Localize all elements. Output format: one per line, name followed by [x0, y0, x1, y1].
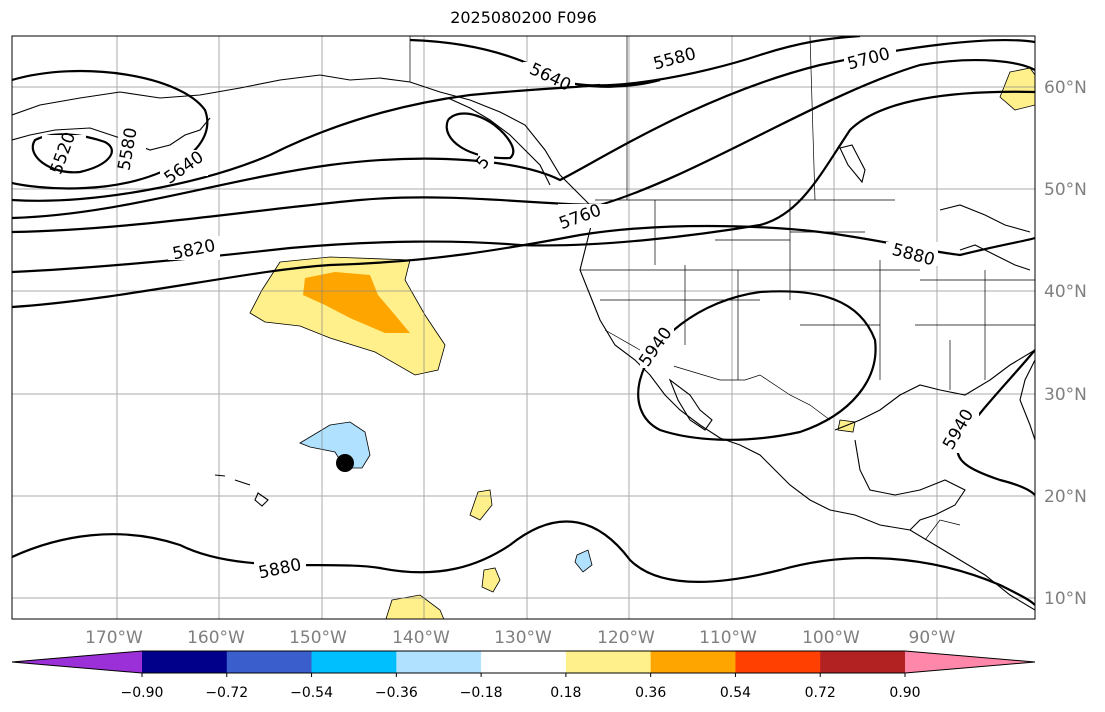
contour-5580-west	[12, 70, 209, 190]
lat-label: 50°N	[1044, 180, 1087, 200]
latitude-labels: 60°N 50°N 40°N 30°N 20°N 10°N	[1044, 78, 1087, 609]
colorbar-tick-label: −0.18	[460, 685, 503, 701]
colorbar-swatch	[396, 651, 482, 673]
colorbar-tick-label: −0.54	[290, 685, 333, 701]
positive-anomaly-core	[303, 272, 410, 333]
lon-label: 170°W	[85, 628, 143, 648]
contour-5520	[31, 133, 113, 174]
contour-5-small	[445, 112, 515, 160]
colorbar-tick-label: −0.90	[121, 685, 164, 701]
lat-label: 30°N	[1044, 385, 1087, 405]
colorbar-extend-min	[12, 651, 142, 673]
lon-label: 160°W	[187, 628, 245, 648]
map-title: 2025080200 F096	[450, 8, 597, 27]
lon-label: 120°W	[597, 628, 655, 648]
lon-label: 110°W	[699, 628, 757, 648]
contour-5880-south	[12, 520, 1035, 606]
contour-5580-top	[409, 36, 861, 87]
positive-anomaly-area	[837, 419, 856, 433]
colorbar-tick-label: −0.72	[205, 685, 248, 701]
colorbar: −0.90 −0.72 −0.54 −0.36 −0.18 0.18 0.36 0.54 0.7…	[11, 650, 1036, 701]
colorbar-swatch	[820, 651, 906, 673]
longitude-labels: 170°W 160°W 150°W 140°W 130°W 120°W 110°…	[85, 628, 956, 648]
contour-5940-west	[637, 290, 877, 441]
colorbar-swatch	[565, 651, 652, 673]
colorbar-swatch	[735, 651, 821, 673]
contour-5820	[12, 90, 1035, 274]
graticule	[12, 36, 1035, 619]
colorbar-tick-label: 0.18	[550, 685, 581, 701]
colorbar-swatch	[481, 651, 567, 673]
contour-label-group: 5520 5580 5640 5640 5580 5700 5760 5820 …	[42, 44, 979, 583]
contour-5940-east	[956, 349, 1035, 496]
height-contours	[12, 36, 1035, 606]
lon-label: 150°W	[289, 628, 347, 648]
lat-label: 10°N	[1044, 589, 1087, 609]
lat-label: 60°N	[1044, 78, 1087, 98]
coastlines	[12, 74, 1035, 611]
colorbar-tick-label: 0.54	[720, 685, 751, 701]
storm-center-marker	[336, 454, 354, 472]
lon-label: 100°W	[802, 628, 860, 648]
colorbar-swatch	[650, 651, 736, 673]
lon-label: 90°W	[909, 628, 956, 648]
positive-anomaly-area	[469, 489, 493, 521]
colorbar-swatch	[226, 651, 313, 673]
lon-label: 140°W	[392, 628, 450, 648]
colorbar-extend-max	[905, 651, 1035, 673]
contour-5880-north	[12, 224, 1035, 309]
colorbar-tick-label: 0.72	[805, 685, 836, 701]
lat-label: 40°N	[1044, 282, 1087, 302]
colorbar-tick-label: 0.36	[635, 685, 666, 701]
lat-label: 20°N	[1044, 487, 1087, 507]
map-frame	[11, 35, 1036, 620]
lon-label: 130°W	[494, 628, 552, 648]
positive-anomaly-area	[385, 594, 445, 619]
colorbar-swatch	[142, 651, 228, 673]
colorbar-tick-label: −0.36	[375, 685, 418, 701]
map-panel: 5520 5580 5640 5640 5580 5700 5760 5820 …	[12, 36, 1035, 619]
positive-anomaly-area	[481, 567, 501, 593]
contour-5640-west	[12, 83, 601, 202]
anomaly-shading	[249, 67, 1035, 619]
colorbar-swatch	[311, 651, 397, 673]
colorbar-tick-label: 0.90	[889, 685, 920, 701]
negative-anomaly-area	[574, 549, 593, 573]
